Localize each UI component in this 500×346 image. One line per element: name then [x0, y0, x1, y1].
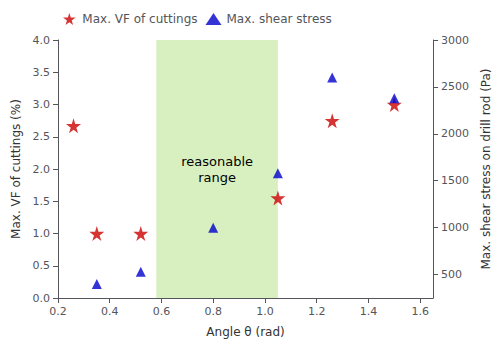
svg-text:4.0: 4.0 [33, 34, 51, 47]
svg-text:0.5: 0.5 [33, 259, 51, 272]
svg-text:1.0: 1.0 [33, 227, 51, 240]
svg-text:0.4: 0.4 [101, 305, 119, 318]
svg-text:2.5: 2.5 [33, 130, 51, 143]
svg-text:0.8: 0.8 [204, 305, 222, 318]
svg-text:0.0: 0.0 [33, 292, 51, 305]
svg-text:0.6: 0.6 [153, 305, 171, 318]
svg-text:3.5: 3.5 [33, 66, 51, 79]
svg-text:2.0: 2.0 [33, 163, 51, 176]
svg-text:1000: 1000 [441, 221, 469, 234]
svg-text:3.0: 3.0 [33, 98, 51, 111]
svg-text:range: range [198, 170, 236, 185]
svg-text:500: 500 [441, 268, 462, 281]
svg-text:2000: 2000 [441, 127, 469, 140]
svg-text:1.4: 1.4 [360, 305, 378, 318]
svg-text:3000: 3000 [441, 34, 469, 47]
svg-text:1.0: 1.0 [256, 305, 274, 318]
svg-text:1500: 1500 [441, 174, 469, 187]
svg-text:1.2: 1.2 [308, 305, 326, 318]
svg-text:Angle θ (rad): Angle θ (rad) [206, 325, 284, 339]
svg-text:Max. VF of cuttings: Max. VF of cuttings [82, 12, 197, 26]
svg-text:1.5: 1.5 [33, 195, 51, 208]
svg-text:Max. shear stress: Max. shear stress [226, 12, 331, 26]
svg-text:Max. VF of cuttings (%): Max. VF of cuttings (%) [9, 99, 23, 239]
svg-text:0.2: 0.2 [49, 305, 67, 318]
svg-text:reasonable: reasonable [181, 154, 253, 169]
svg-text:Max. shear stress on drill rod: Max. shear stress on drill rod (Pa) [479, 68, 493, 269]
svg-text:1.6: 1.6 [411, 305, 429, 318]
svg-text:2500: 2500 [441, 80, 469, 93]
